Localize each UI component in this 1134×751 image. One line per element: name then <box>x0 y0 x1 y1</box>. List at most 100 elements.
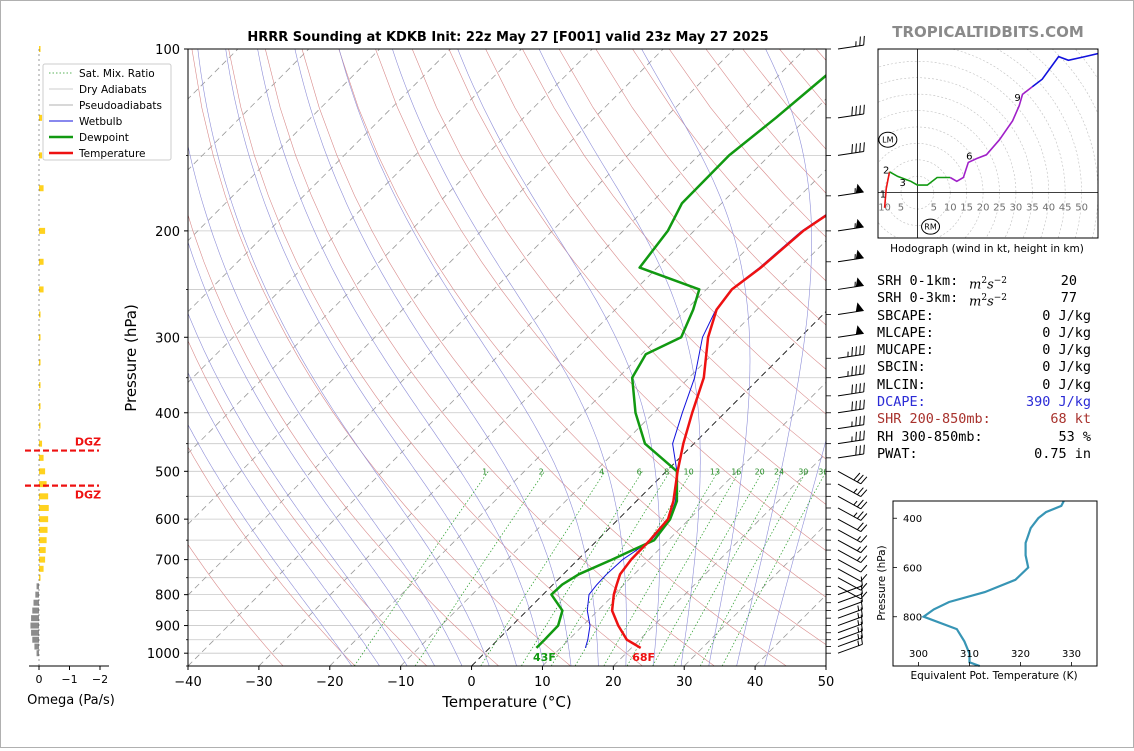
stat-unit-part: m <box>969 295 981 310</box>
wind-barb <box>838 560 867 572</box>
dgz-label: DGZ <box>75 436 101 449</box>
barb-flag <box>864 383 865 392</box>
wind-barb <box>838 496 867 508</box>
theta-e-x-tick-label: 330 <box>1062 649 1081 660</box>
barb-half-flag <box>858 634 859 639</box>
barb-half-flag <box>858 620 859 625</box>
omega-bar <box>39 505 49 511</box>
barb-flag <box>856 346 857 355</box>
stat-value: 0 J/kg <box>991 342 1091 359</box>
hodograph-tick-label: 40 <box>1042 203 1055 214</box>
stat-label: SBCAPE: <box>877 308 934 325</box>
barb-half-flag <box>858 613 859 618</box>
wind-barb <box>838 471 867 483</box>
wind-barb <box>838 277 864 289</box>
storm-motion-label: LM <box>882 136 893 145</box>
stat-value: 68 kt <box>991 411 1091 428</box>
stat-label: MLCIN: <box>877 377 926 394</box>
stat-value: 0.75 in <box>991 446 1091 463</box>
dry-adiabat-line <box>192 49 571 666</box>
barb-flag <box>860 431 861 440</box>
barb-half-flag <box>858 627 859 632</box>
omega-tick-label: −2 <box>92 673 108 686</box>
dry-adiabat-line <box>449 49 1074 666</box>
wind-barbs <box>826 36 867 653</box>
moist-adiabat-line <box>151 49 435 666</box>
wind-barb <box>838 325 864 337</box>
omega-bar <box>39 527 48 533</box>
theta-e-ylabel: Pressure (hPa) <box>876 545 888 620</box>
x-tick-label: 50 <box>818 675 835 690</box>
wind-barb <box>838 550 867 562</box>
stat-value: 0 J/kg <box>991 377 1091 394</box>
wind-barb <box>838 400 864 413</box>
omega-bar <box>39 537 47 543</box>
surface-temperature-label: 68F <box>632 651 655 664</box>
barb-flag <box>864 416 865 425</box>
wind-barb <box>838 416 864 429</box>
barb-flag <box>854 473 860 480</box>
y-tick-label: 1000 <box>147 647 180 662</box>
stat-label: SBCIN: <box>877 359 926 376</box>
x-tick-label: −30 <box>245 675 272 690</box>
wind-barb <box>838 250 864 262</box>
omega-bar <box>37 650 39 656</box>
stat-value: 77 <box>991 290 1077 307</box>
dgz-label: DGZ <box>75 489 101 502</box>
stat-value: 0 J/kg <box>991 359 1091 376</box>
barb-flag <box>860 105 861 114</box>
surface-dewpoint-label: 43F <box>533 651 556 664</box>
x-tick-label: −10 <box>387 675 414 690</box>
barb-pennant <box>856 219 864 228</box>
wind-barb <box>838 302 864 314</box>
theta-e-frame <box>893 501 1097 666</box>
stat-label: DCAPE: <box>877 394 926 411</box>
mixing-ratio-line <box>674 471 782 666</box>
barb-flag <box>860 143 861 152</box>
figure-title: HRRR Sounding at KDKB Init: 22z May 27 [… <box>247 30 768 45</box>
mixing-ratio-label: 20 <box>755 468 765 477</box>
barb-half-flag <box>857 547 860 551</box>
mixing-ratio-label: 13 <box>710 468 720 477</box>
barb-flag <box>861 556 867 563</box>
mixing-ratio-label: 24 <box>774 468 784 477</box>
omega-bar <box>35 592 39 598</box>
dry-adiabat-line <box>155 49 499 666</box>
stat-label: RH 300-850mb: <box>877 429 983 446</box>
barb-flag <box>856 384 857 393</box>
omega-bar <box>30 623 39 629</box>
theta-e-x-tick-label: 320 <box>1011 649 1030 660</box>
barb-flag <box>852 107 853 116</box>
omega-bar <box>37 583 39 589</box>
omega-bar <box>32 637 39 643</box>
barb-flag <box>860 400 861 409</box>
barb-half-flag <box>854 489 857 493</box>
barb-shaft <box>838 192 864 196</box>
omega-bar <box>39 259 44 265</box>
mixing-ratio-label: 10 <box>684 468 694 477</box>
wind-barb <box>838 142 864 155</box>
moist-adiabat-line <box>295 49 571 666</box>
barb-flag <box>861 577 862 586</box>
barb-shaft <box>838 227 864 231</box>
barb-flag <box>860 346 861 355</box>
mixing-ratio-label: 8 <box>664 468 669 477</box>
barb-flag <box>856 144 857 153</box>
moist-adiabat-line <box>339 49 598 666</box>
barb-pennant <box>856 302 864 311</box>
hodograph-tick-label: 25 <box>993 203 1006 214</box>
isotherm-line <box>259 49 876 666</box>
omega-bar <box>39 566 44 572</box>
y-tick-label: 100 <box>155 43 180 58</box>
y-tick-label: 200 <box>155 225 180 240</box>
omega-bar <box>39 286 44 292</box>
barb-flag <box>856 366 857 375</box>
legend-label: Dry Adiabats <box>79 84 147 96</box>
barb-flag <box>861 490 867 497</box>
isotherm-line <box>330 49 947 666</box>
barb-pennant <box>856 250 864 259</box>
stat-label: SRH 0-1km: <box>877 273 958 290</box>
wind-barb <box>838 530 867 542</box>
wind-barb <box>838 431 864 444</box>
